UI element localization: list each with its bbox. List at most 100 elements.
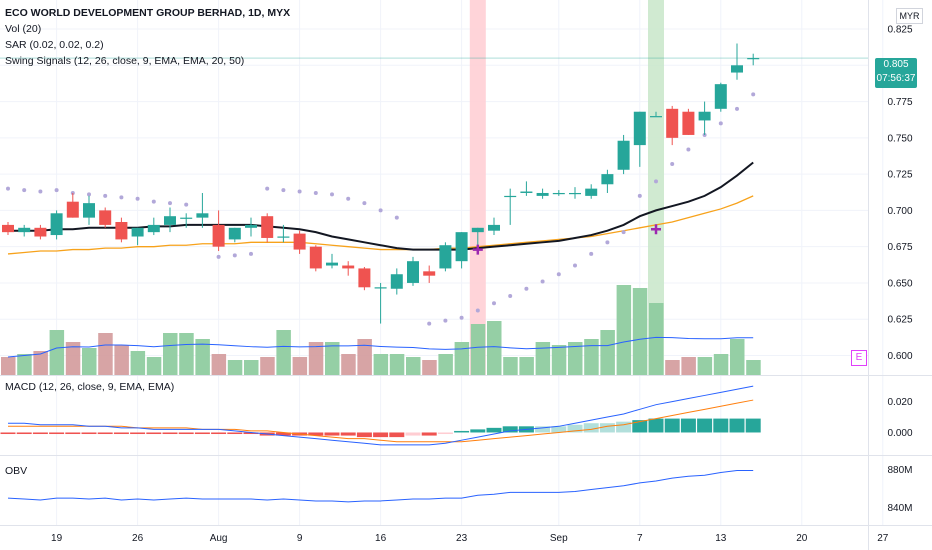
candle-body-35 xyxy=(569,192,581,195)
sar-dot-46 xyxy=(751,92,756,97)
sar-dot-16 xyxy=(265,186,270,191)
volume-bar-31 xyxy=(503,357,518,375)
sar-dot-30 xyxy=(492,301,496,306)
macd-histogram-bar-20 xyxy=(324,432,340,436)
sar-dot-24 xyxy=(394,215,399,220)
price-axis-label-2: 0.650 xyxy=(887,278,912,289)
candle-body-11 xyxy=(180,217,193,219)
volume-bar-44 xyxy=(713,354,729,375)
volume-bar-36 xyxy=(584,339,599,375)
volume-bar-14 xyxy=(227,360,243,375)
price-axis-label-1: 0.625 xyxy=(887,315,912,326)
price-axis-label-4: 0.700 xyxy=(887,206,912,217)
sar-dot-42 xyxy=(686,147,691,152)
volume-bar-33 xyxy=(535,342,551,375)
bar-countdown: 07:56:37 xyxy=(876,73,916,84)
volume-bar-29 xyxy=(470,324,486,375)
legend-macd[interactable]: MACD (12, 26, close, 9, EMA, EMA) xyxy=(5,381,175,393)
macd-histogram-bar-29 xyxy=(470,429,486,433)
candle-body-24 xyxy=(390,274,403,289)
candle-body-38 xyxy=(617,140,630,170)
macd-signal-line xyxy=(8,399,754,443)
volume-bar-4 xyxy=(65,342,81,375)
macd-histogram-bar-24 xyxy=(389,432,405,438)
obv-axis-label-0: 840M xyxy=(887,503,912,514)
volume-bar-9 xyxy=(146,357,162,375)
candle-body-29 xyxy=(471,227,484,233)
currency-label[interactable]: MYR xyxy=(896,8,923,24)
macd-histogram-bar-30 xyxy=(486,427,502,433)
volume-bar-20 xyxy=(325,342,340,375)
sar-dot-36 xyxy=(589,251,594,256)
volume-bar-37 xyxy=(600,330,615,375)
candle-body-33 xyxy=(536,192,549,196)
legend-swing-signals[interactable]: Swing Signals (12, 26, close, 9, EMA, EM… xyxy=(5,55,245,67)
candle-body-20 xyxy=(326,262,338,266)
sar-dot-17 xyxy=(281,188,286,193)
macd-histogram-bar-2 xyxy=(32,432,48,435)
legend-obv[interactable]: OBV xyxy=(5,465,28,477)
volume-bar-21 xyxy=(341,354,356,375)
sar-dot-26 xyxy=(427,321,432,326)
sar-dot-34 xyxy=(556,272,561,277)
candle-body-3 xyxy=(50,213,63,236)
legend-vol[interactable]: Vol (20) xyxy=(5,23,42,35)
volume-bar-19 xyxy=(308,342,324,375)
ema50-line xyxy=(7,195,754,255)
time-axis-label-1: 26 xyxy=(132,533,144,544)
price-axis-label-9: 0.825 xyxy=(887,25,912,36)
volume-bar-27 xyxy=(438,354,453,375)
macd-histogram-bar-40 xyxy=(648,418,664,433)
macd-histogram-bar-41 xyxy=(664,418,680,433)
candle-body-40 xyxy=(650,116,662,118)
candle-body-26 xyxy=(423,271,436,276)
time-axis-label-6: Sep xyxy=(550,533,568,544)
volume-bar-46 xyxy=(746,360,761,375)
candle-body-32 xyxy=(520,191,533,193)
sar-dot-5 xyxy=(87,192,91,197)
candle-body-15 xyxy=(245,224,257,228)
volume-bar-17 xyxy=(276,330,291,375)
sar-dot-11 xyxy=(184,202,189,207)
volume-bar-28 xyxy=(454,342,470,375)
price-axis-label-7: 0.775 xyxy=(887,97,912,108)
candle-body-12 xyxy=(196,213,209,218)
volume-bar-25 xyxy=(406,357,421,375)
macd-histogram-bar-37 xyxy=(599,423,615,433)
volume-bar-42 xyxy=(681,357,696,375)
macd-histogram-bar-33 xyxy=(535,426,551,433)
candle-body-41 xyxy=(666,108,679,138)
volume-bar-22 xyxy=(357,339,372,375)
sar-dot-8 xyxy=(135,196,140,201)
macd-histogram-bar-19 xyxy=(308,432,324,436)
macd-histogram-bar-28 xyxy=(454,430,470,433)
sar-dot-32 xyxy=(524,286,529,291)
sar-dot-21 xyxy=(346,196,351,201)
candle-body-1 xyxy=(18,227,31,233)
sar-dot-15 xyxy=(249,251,253,256)
signal-highlight-0 xyxy=(469,0,486,375)
candle-body-45 xyxy=(731,65,743,73)
sar-dot-23 xyxy=(378,208,383,213)
last-price-badge: 0.805 07:56:37 xyxy=(875,58,917,88)
sar-dot-9 xyxy=(151,199,156,204)
macd-histogram-bar-12 xyxy=(194,432,210,435)
macd-histogram-bar-21 xyxy=(340,432,356,436)
obv-line xyxy=(7,470,754,503)
macd-histogram-bar-10 xyxy=(162,432,178,435)
candle-body-28 xyxy=(455,232,468,262)
sar-dot-22 xyxy=(362,201,367,206)
time-axis-label-10: 27 xyxy=(877,533,889,544)
macd-histogram-bar-17 xyxy=(275,432,291,436)
macd-histogram-bar-9 xyxy=(146,432,162,435)
sar-dot-38 xyxy=(621,230,626,235)
macd-axis-label-1: 0.020 xyxy=(887,397,912,408)
sar-dot-33 xyxy=(540,279,545,284)
legend-sar[interactable]: SAR (0.02, 0.02, 0.2) xyxy=(5,39,104,51)
candle-body-36 xyxy=(585,188,598,196)
time-axis-label-2: Aug xyxy=(210,533,228,544)
sar-dot-10 xyxy=(168,201,172,206)
chart-title: ECO WORLD DEVELOPMENT GROUP BERHAD, 1D, … xyxy=(5,7,291,19)
earnings-flag-icon[interactable]: E xyxy=(851,350,867,366)
